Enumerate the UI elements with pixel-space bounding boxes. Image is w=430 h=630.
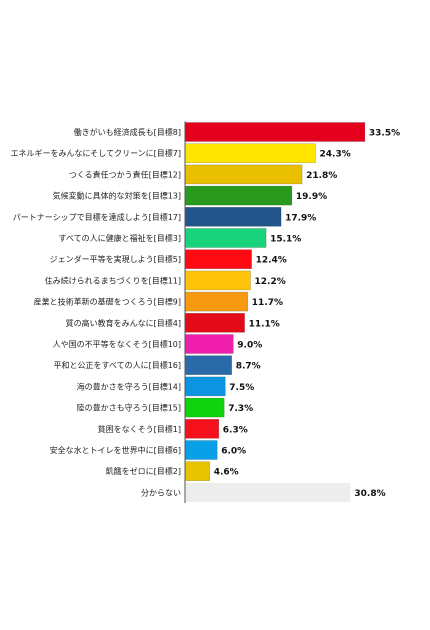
bar	[185, 482, 351, 502]
bar	[184, 355, 233, 376]
value-label: 30.8%	[354, 489, 385, 499]
category-label: 分からない	[141, 488, 181, 497]
category-label: パートナーシップで目標を達成しよう[目標17]	[13, 212, 181, 222]
value-label: 7.3%	[228, 404, 253, 414]
value-label: 7.5%	[229, 383, 254, 393]
value-label: 24.3%	[320, 150, 351, 160]
category-label: 質の高い教育をみんなに[目標4]	[66, 318, 181, 328]
category-label: 働きがいも経済成長も[目標8]	[74, 127, 181, 137]
bar	[184, 312, 245, 333]
bar	[184, 122, 366, 142]
bar	[184, 164, 303, 185]
value-label: 33.5%	[369, 129, 400, 139]
bar	[184, 291, 249, 312]
value-label: 11.1%	[249, 319, 280, 329]
bar	[184, 270, 251, 291]
value-label: 17.9%	[285, 213, 316, 223]
value-label: 6.3%	[223, 425, 248, 435]
category-label: 人や国の不平等をなくそう[目標10]	[53, 339, 181, 349]
bar	[184, 440, 218, 460]
value-label: 4.6%	[214, 468, 239, 478]
category-label: 平和と公正をすべての人に[目標16]	[53, 360, 181, 370]
bar	[184, 334, 234, 354]
category-label: ジェンダー平等を実現しよう[目標5]	[50, 254, 181, 264]
category-label: 海の豊かさを守ろう[目標14]	[77, 381, 181, 391]
category-label: 貧困をなくそう[目標1]	[98, 424, 181, 434]
value-label: 12.4%	[256, 256, 287, 266]
value-label: 6.0%	[221, 447, 246, 457]
bar	[184, 207, 282, 227]
bar	[184, 418, 220, 439]
category-label: エネルギーをみんなにそしてクリーンに[目標7]	[10, 148, 181, 158]
bar	[184, 143, 316, 163]
category-label: 住み続けられるまちづくりを[目標11]	[45, 275, 181, 285]
category-label: 飢餓をゼロに[目標2]	[106, 466, 181, 476]
value-label: 21.8%	[306, 171, 337, 181]
bar	[184, 228, 267, 248]
value-label: 11.7%	[252, 298, 283, 308]
category-label: 陸の豊かさも守ろう[目標15]	[77, 403, 181, 413]
bar	[184, 397, 225, 418]
value-label: 12.2%	[255, 277, 286, 287]
value-label: 19.9%	[296, 192, 327, 202]
category-label: 気候変動に具体的な対策を[目標13]	[53, 191, 181, 201]
category-label: 産業と技術革新の基礎をつくろう[目標9]	[34, 297, 181, 307]
category-label: すべての人に健康と福祉を[目標3]	[59, 233, 181, 243]
bar	[184, 185, 293, 206]
value-label: 8.7%	[236, 362, 261, 372]
value-label: 9.0%	[237, 341, 262, 351]
bar	[184, 249, 252, 269]
category-label: つくる責任つかう責任[目標12]	[69, 169, 181, 179]
bar	[184, 376, 226, 397]
value-label: 15.1%	[270, 235, 301, 245]
category-label: 安全な水とトイレを世界中に[目標6]	[50, 445, 181, 455]
bar	[184, 461, 211, 482]
